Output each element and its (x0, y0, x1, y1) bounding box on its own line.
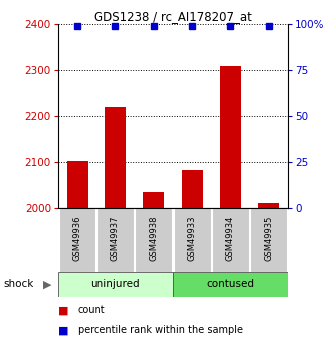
Bar (182, 170, 203, 208)
Bar (220, 66, 241, 208)
Bar (105, 107, 126, 208)
Text: GSM49933: GSM49933 (188, 216, 197, 262)
Bar (67, 161, 88, 208)
Text: count: count (78, 305, 105, 315)
Bar (250, 208, 287, 272)
Bar (97, 208, 134, 272)
Bar (258, 204, 279, 208)
Title: GDS1238 / rc_AI178207_at: GDS1238 / rc_AI178207_at (94, 10, 252, 23)
Text: ■: ■ (58, 305, 69, 315)
Bar (58, 272, 173, 297)
Bar (135, 208, 172, 272)
Bar (174, 208, 211, 272)
Text: contused: contused (207, 279, 255, 289)
Text: GSM49937: GSM49937 (111, 216, 120, 262)
Bar (173, 272, 288, 297)
Text: ■: ■ (58, 325, 69, 335)
Text: GSM49934: GSM49934 (226, 216, 235, 262)
Text: GSM49938: GSM49938 (149, 216, 158, 262)
Bar (143, 192, 164, 208)
Text: shock: shock (3, 279, 34, 289)
Text: percentile rank within the sample: percentile rank within the sample (78, 325, 243, 335)
Bar (212, 208, 249, 272)
Text: GSM49935: GSM49935 (264, 216, 273, 262)
Text: uninjured: uninjured (91, 279, 140, 289)
Text: GSM49936: GSM49936 (72, 216, 82, 262)
Text: ▶: ▶ (43, 279, 52, 289)
Bar (59, 208, 96, 272)
